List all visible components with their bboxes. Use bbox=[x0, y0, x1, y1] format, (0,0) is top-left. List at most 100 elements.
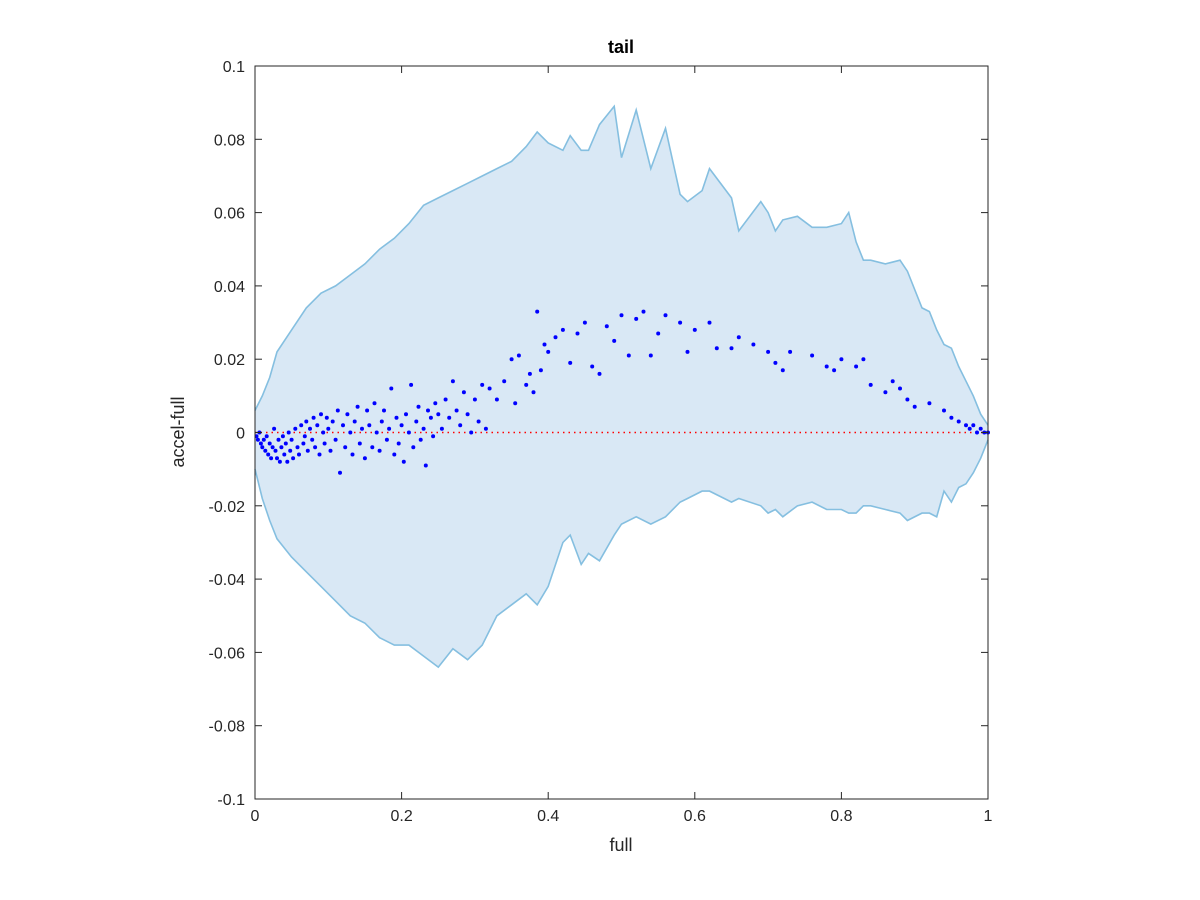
data-point bbox=[502, 379, 507, 384]
y-tick-label: 0.08 bbox=[214, 132, 245, 149]
data-point bbox=[788, 349, 793, 354]
data-point bbox=[357, 441, 362, 446]
data-point bbox=[450, 379, 455, 384]
x-axis-label: full bbox=[609, 835, 632, 855]
data-point bbox=[905, 397, 910, 402]
data-point bbox=[416, 404, 421, 409]
data-point bbox=[890, 379, 895, 384]
data-point bbox=[275, 456, 279, 461]
data-point bbox=[370, 445, 375, 450]
data-point bbox=[384, 437, 389, 442]
y-tick-label: 0.02 bbox=[214, 352, 245, 369]
data-point bbox=[352, 419, 357, 424]
data-point bbox=[956, 419, 961, 424]
data-point bbox=[301, 441, 306, 446]
data-point bbox=[447, 415, 452, 420]
data-point bbox=[912, 404, 917, 409]
data-point bbox=[308, 426, 312, 431]
data-point bbox=[311, 415, 316, 420]
data-point bbox=[286, 430, 291, 435]
x-tick-label: 1 bbox=[984, 808, 993, 825]
y-tick-label: -0.02 bbox=[209, 499, 246, 516]
data-point bbox=[283, 441, 288, 446]
data-point bbox=[341, 423, 345, 428]
data-point bbox=[272, 426, 277, 431]
data-point bbox=[394, 415, 399, 420]
data-point bbox=[365, 408, 370, 413]
data-point bbox=[964, 423, 968, 428]
data-point bbox=[355, 404, 360, 409]
band-lower-edge bbox=[254, 439, 989, 669]
data-point bbox=[707, 320, 712, 325]
data-point bbox=[538, 368, 543, 373]
data-point bbox=[824, 364, 829, 369]
data-point bbox=[282, 452, 287, 457]
data-point bbox=[736, 335, 741, 340]
data-point bbox=[861, 357, 866, 362]
data-point bbox=[612, 338, 617, 343]
band-fill bbox=[255, 106, 988, 668]
y-tick-label: 0.04 bbox=[214, 279, 245, 296]
data-point bbox=[590, 364, 595, 369]
data-point bbox=[285, 459, 290, 464]
data-point bbox=[324, 415, 329, 420]
data-point bbox=[560, 327, 565, 332]
data-point bbox=[414, 419, 419, 424]
data-point bbox=[531, 390, 536, 395]
data-point bbox=[476, 419, 481, 424]
data-point bbox=[527, 371, 532, 376]
data-point bbox=[516, 353, 521, 358]
y-tick-label: 0.06 bbox=[214, 206, 245, 223]
data-point bbox=[472, 397, 477, 402]
data-point bbox=[304, 419, 309, 424]
data-point bbox=[387, 426, 392, 431]
data-point bbox=[264, 434, 269, 439]
data-point bbox=[319, 412, 323, 417]
data-point bbox=[261, 437, 266, 442]
data-point bbox=[269, 456, 274, 461]
data-point bbox=[513, 401, 518, 406]
data-point bbox=[967, 426, 972, 431]
x-axis-ticks: 0 0.2 0.4 0.6 0.8 1 bbox=[251, 66, 993, 825]
data-point bbox=[648, 353, 653, 358]
data-point bbox=[575, 331, 580, 336]
data-point bbox=[428, 415, 433, 420]
data-point bbox=[279, 445, 284, 450]
data-point bbox=[404, 412, 408, 417]
data-point bbox=[289, 437, 294, 442]
data-point bbox=[685, 349, 690, 354]
data-point bbox=[433, 401, 438, 406]
data-point bbox=[542, 342, 547, 347]
data-point bbox=[436, 412, 441, 417]
data-point bbox=[421, 426, 426, 431]
data-point bbox=[480, 382, 485, 387]
data-point bbox=[258, 441, 263, 446]
data-point bbox=[348, 430, 353, 435]
data-point bbox=[509, 357, 514, 362]
data-point bbox=[898, 386, 902, 391]
data-point bbox=[372, 401, 377, 406]
data-point bbox=[729, 346, 734, 351]
data-point bbox=[313, 445, 318, 450]
data-point bbox=[714, 346, 719, 351]
data-point bbox=[267, 441, 272, 446]
data-point bbox=[374, 430, 379, 435]
data-point bbox=[692, 327, 697, 332]
y-axis-ticks: -0.1 -0.08 -0.06 -0.04 -0.02 0 0.02 0.04 0.06 0.0… bbox=[209, 59, 988, 809]
y-tick-label: -0.08 bbox=[209, 719, 246, 736]
data-point bbox=[288, 448, 293, 453]
data-point bbox=[568, 360, 573, 365]
data-point bbox=[330, 419, 335, 424]
data-point bbox=[260, 445, 265, 450]
data-point bbox=[345, 412, 350, 417]
data-point bbox=[641, 309, 646, 314]
data-point bbox=[780, 368, 785, 373]
data-point bbox=[634, 316, 639, 321]
x-tick-label: 0 bbox=[251, 808, 260, 825]
data-point bbox=[322, 441, 327, 446]
data-point bbox=[553, 335, 558, 340]
data-point bbox=[280, 434, 285, 439]
range-band bbox=[254, 104, 989, 669]
data-point bbox=[458, 423, 463, 428]
